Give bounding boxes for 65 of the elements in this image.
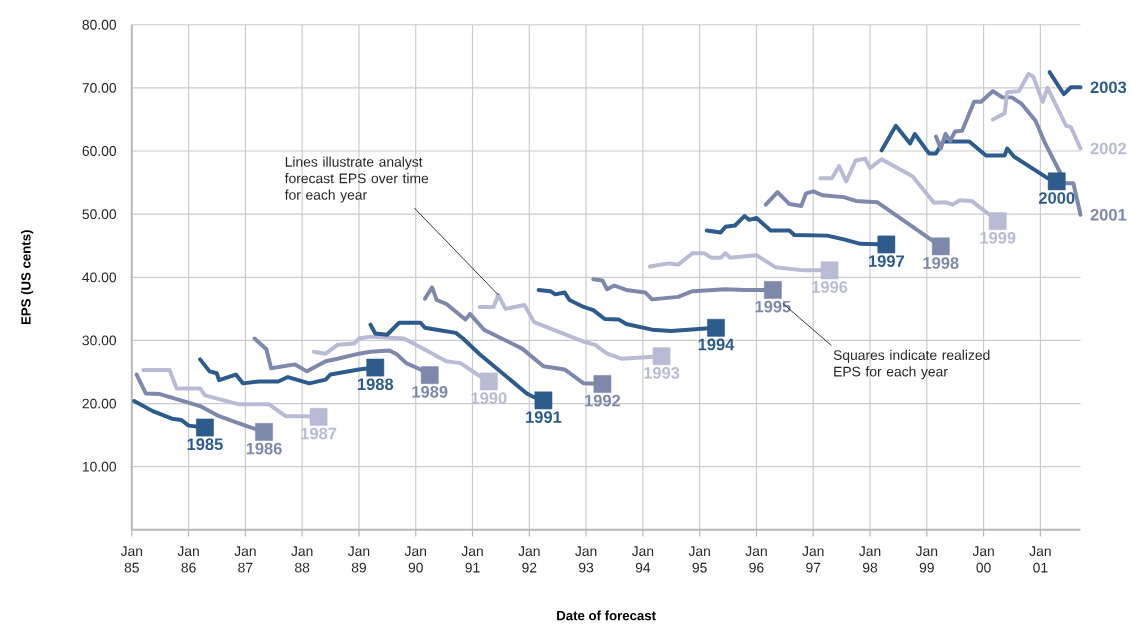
point xyxy=(420,366,439,385)
series-label: 1997 xyxy=(869,255,904,268)
annotation: Lines illustrate analyst forecast EPS over time for each year xyxy=(284,156,429,203)
point xyxy=(988,212,1007,231)
point xyxy=(309,408,328,426)
series-label: 1998 xyxy=(923,257,959,269)
x-axis-title: Date of forecast xyxy=(557,610,656,621)
point xyxy=(366,358,385,377)
point xyxy=(479,372,498,391)
x-tick-label: Jan 92 xyxy=(518,546,540,573)
series-label: 1996 xyxy=(812,281,848,293)
series-label: 1993 xyxy=(644,367,680,379)
y-tick-label: 20.00 xyxy=(82,398,117,409)
y-tick-label: 30.00 xyxy=(82,335,117,346)
x-tick-label: Jan 88 xyxy=(291,546,313,573)
point xyxy=(877,235,896,254)
series-label: 1991 xyxy=(526,411,562,424)
point xyxy=(255,423,273,441)
y-tick-label: 80.00 xyxy=(82,19,117,30)
series-label: 1986 xyxy=(246,442,282,455)
series-label: 1992 xyxy=(585,394,621,407)
series-label: 1988 xyxy=(357,378,394,391)
x-tick-label: Jan 90 xyxy=(404,546,426,573)
x-tick-label: Jan 85 xyxy=(120,546,143,573)
point xyxy=(593,375,612,393)
series-label: 1999 xyxy=(980,232,1016,244)
series-label: 1985 xyxy=(187,438,223,451)
x-tick-label: Jan 96 xyxy=(745,546,767,573)
series-label: 1989 xyxy=(412,386,448,398)
x-tick-label: Jan 89 xyxy=(347,546,370,573)
x-tick-label: Jan 93 xyxy=(575,546,597,573)
y-tick-label: 50.00 xyxy=(82,209,117,220)
x-tick-label: Jan 87 xyxy=(234,546,256,573)
series-label: 2002 xyxy=(1090,142,1127,155)
x-tick-label: Jan 94 xyxy=(631,546,654,573)
x-tick-label: Jan 01 xyxy=(1029,546,1051,573)
x-tick-label: Jan 00 xyxy=(972,546,994,573)
point xyxy=(764,281,782,299)
x-tick-label: Jan 91 xyxy=(461,546,483,573)
point xyxy=(534,391,553,410)
point xyxy=(1047,172,1066,191)
point xyxy=(931,237,950,256)
y-axis-title: EPS (US cents) xyxy=(20,230,34,325)
series-label: 2003 xyxy=(1090,81,1127,94)
x-tick-label: Jan 95 xyxy=(688,546,710,573)
series-label: 2000 xyxy=(1038,192,1075,204)
annotation: Squares indicate realized EPS for each year xyxy=(833,349,990,380)
y-tick-label: 40.00 xyxy=(82,272,117,283)
x-tick-label: Jan 86 xyxy=(177,546,199,573)
x-tick-label: Jan 97 xyxy=(802,546,824,573)
x-tick-label: Jan 98 xyxy=(859,546,881,573)
point xyxy=(820,261,839,280)
line-series xyxy=(934,89,1083,217)
point xyxy=(707,319,725,337)
line-series xyxy=(990,72,1083,151)
x-tick-label: Jan 99 xyxy=(915,546,938,573)
series-label: 2001 xyxy=(1090,209,1127,221)
series-label: 1994 xyxy=(698,338,735,351)
y-tick-label: 70.00 xyxy=(82,83,117,93)
point xyxy=(652,347,671,366)
series-label: 1990 xyxy=(471,392,507,405)
point xyxy=(196,418,214,437)
y-tick-label: 60.00 xyxy=(82,146,117,157)
series-label: 1987 xyxy=(301,427,337,440)
y-tick-label: 10.00 xyxy=(82,461,117,472)
